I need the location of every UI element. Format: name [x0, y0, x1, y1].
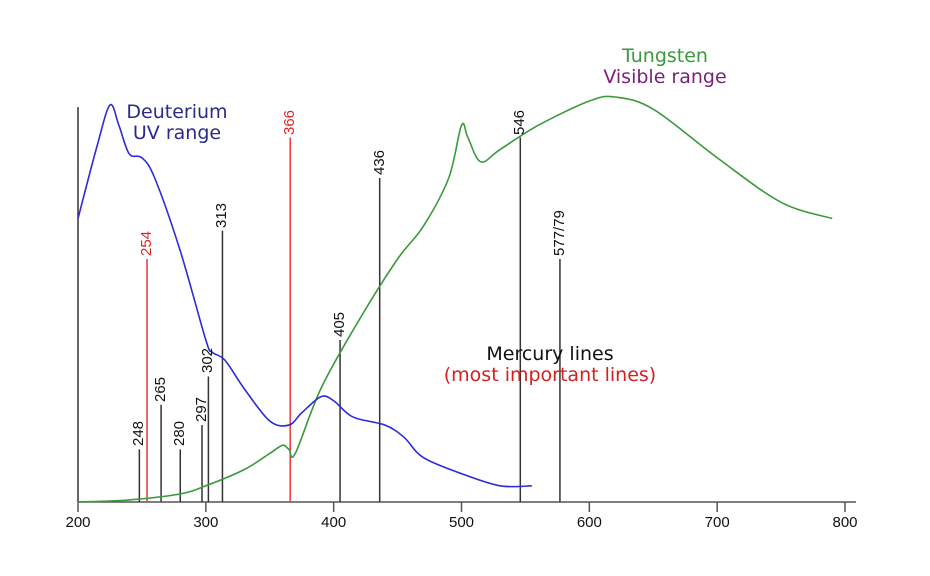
x-tick-label: 500	[448, 514, 475, 531]
x-tick-label: 200	[65, 514, 91, 531]
mercury-line-label: 405	[331, 311, 349, 337]
deuterium-label: Deuterium UV range	[122, 102, 232, 144]
mercury-line-label: 265	[152, 376, 170, 402]
mercury-line-label: 302	[199, 348, 217, 374]
mercury-line-label: 254	[138, 230, 156, 256]
mercury-label-line1: Mercury lines	[486, 343, 614, 365]
x-tick-label: 300	[193, 514, 219, 531]
mercury-line-label: 248	[130, 421, 148, 447]
axes	[77, 107, 856, 512]
mercury-label: Mercury lines (most important lines)	[420, 344, 680, 386]
mercury-line-label: 280	[171, 421, 189, 447]
mercury-line-label: 546	[511, 109, 529, 135]
x-tick-label: 600	[576, 514, 602, 531]
mercury-line-label: 313	[213, 202, 231, 228]
x-tick-label: 700	[704, 514, 730, 531]
tungsten-label: Tungsten Visible range	[580, 46, 750, 88]
tungsten-label-line1: Tungsten	[622, 45, 708, 67]
x-tick-label: 800	[832, 514, 858, 531]
x-axis-ticks	[77, 502, 846, 512]
tungsten-label-line2: Visible range	[603, 66, 727, 88]
mercury-line-label: 366	[281, 109, 299, 135]
mercury-lines	[138, 137, 561, 502]
mercury-line-label: 577/79	[550, 210, 568, 256]
mercury-label-line2: (most important lines)	[443, 364, 657, 386]
x-tick-label: 400	[321, 514, 347, 531]
deuterium-curve	[77, 103, 532, 488]
deuterium-label-line1: Deuterium	[126, 101, 228, 123]
mercury-line-label: 297	[192, 397, 210, 423]
mercury-line-label: 436	[370, 149, 388, 175]
deuterium-label-line2: UV range	[132, 122, 222, 144]
tungsten-curve	[77, 95, 833, 503]
